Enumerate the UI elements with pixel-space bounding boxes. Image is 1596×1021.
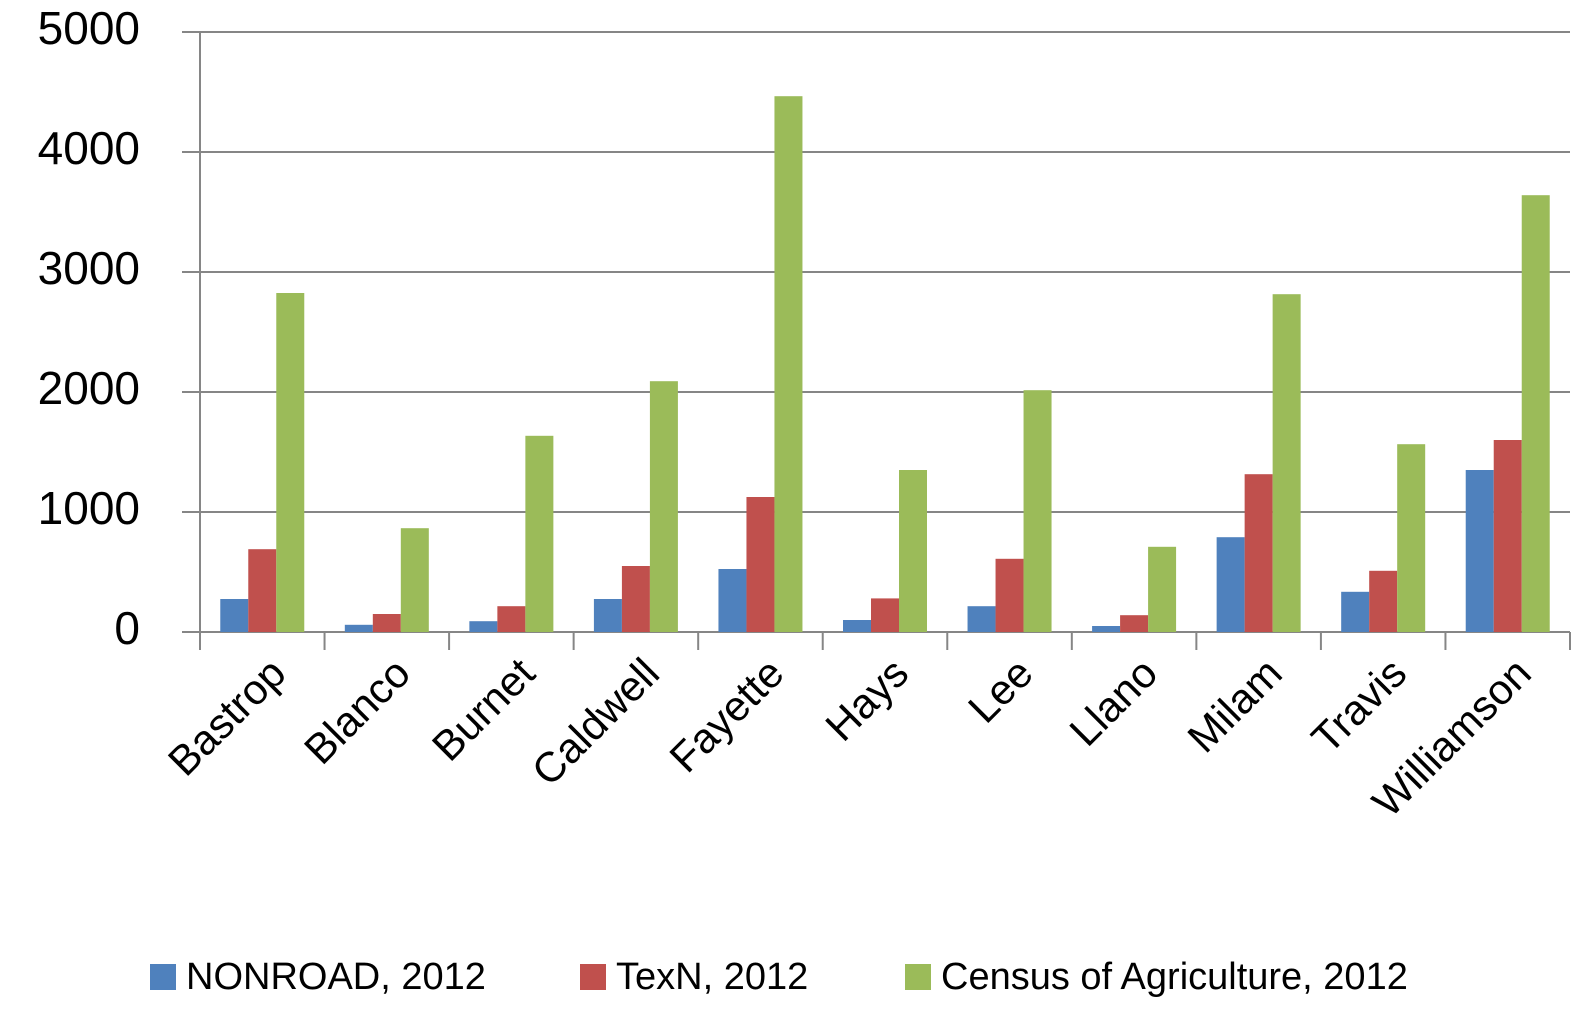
bar [525, 435, 554, 632]
legend-label: Census of Agriculture, 2012 [941, 956, 1408, 998]
bar [248, 549, 277, 632]
bar [276, 293, 305, 632]
bar [1493, 440, 1522, 632]
bar [469, 621, 498, 632]
x-tick-label: Travis [1302, 649, 1415, 762]
bar [871, 598, 899, 632]
legend-swatch [150, 964, 176, 990]
y-tick-label: 3000 [38, 242, 140, 294]
bar [718, 569, 747, 632]
bar [1244, 474, 1273, 632]
bar [220, 599, 249, 632]
bar [995, 558, 1024, 632]
x-tick-label: Burnet [423, 649, 544, 770]
x-tick-label: Caldwell [523, 649, 668, 794]
y-tick-label: 0 [114, 602, 140, 654]
bar [344, 624, 373, 632]
legend-swatch [905, 964, 931, 990]
bar [1148, 546, 1177, 632]
x-tick-label: Lee [959, 649, 1042, 732]
bar [843, 620, 871, 632]
legend-label: TexN, 2012 [616, 956, 808, 998]
y-tick-label: 5000 [38, 2, 140, 54]
y-tick-label: 2000 [38, 362, 140, 414]
bar [649, 381, 678, 632]
bar [1272, 294, 1301, 632]
bar [1397, 444, 1426, 632]
x-tick-label: Milam [1178, 649, 1290, 761]
x-tick-label: Fayette [660, 649, 792, 781]
bar [400, 528, 429, 632]
bar [1465, 470, 1494, 632]
bar [497, 606, 526, 632]
legend-swatch [580, 964, 606, 990]
bar [1023, 390, 1052, 632]
x-tick-label: Blanco [295, 649, 419, 773]
x-tick-label: Llano [1060, 649, 1166, 755]
bar [1120, 615, 1149, 632]
bar [621, 566, 650, 632]
bar [899, 470, 927, 632]
bar [967, 606, 996, 632]
y-tick-label: 4000 [38, 122, 140, 174]
x-tick-label: Hays [816, 649, 917, 750]
y-tick-label: 1000 [38, 482, 140, 534]
bar [593, 599, 622, 632]
bar [746, 497, 775, 632]
bar [372, 614, 401, 632]
bar [1092, 626, 1121, 632]
x-tick-label: Bastrop [159, 649, 295, 785]
bar [774, 96, 803, 632]
bar [1216, 537, 1245, 632]
bar [1341, 591, 1370, 632]
bar [1521, 195, 1550, 632]
legend-label: NONROAD, 2012 [186, 956, 486, 998]
bar [1369, 570, 1398, 632]
